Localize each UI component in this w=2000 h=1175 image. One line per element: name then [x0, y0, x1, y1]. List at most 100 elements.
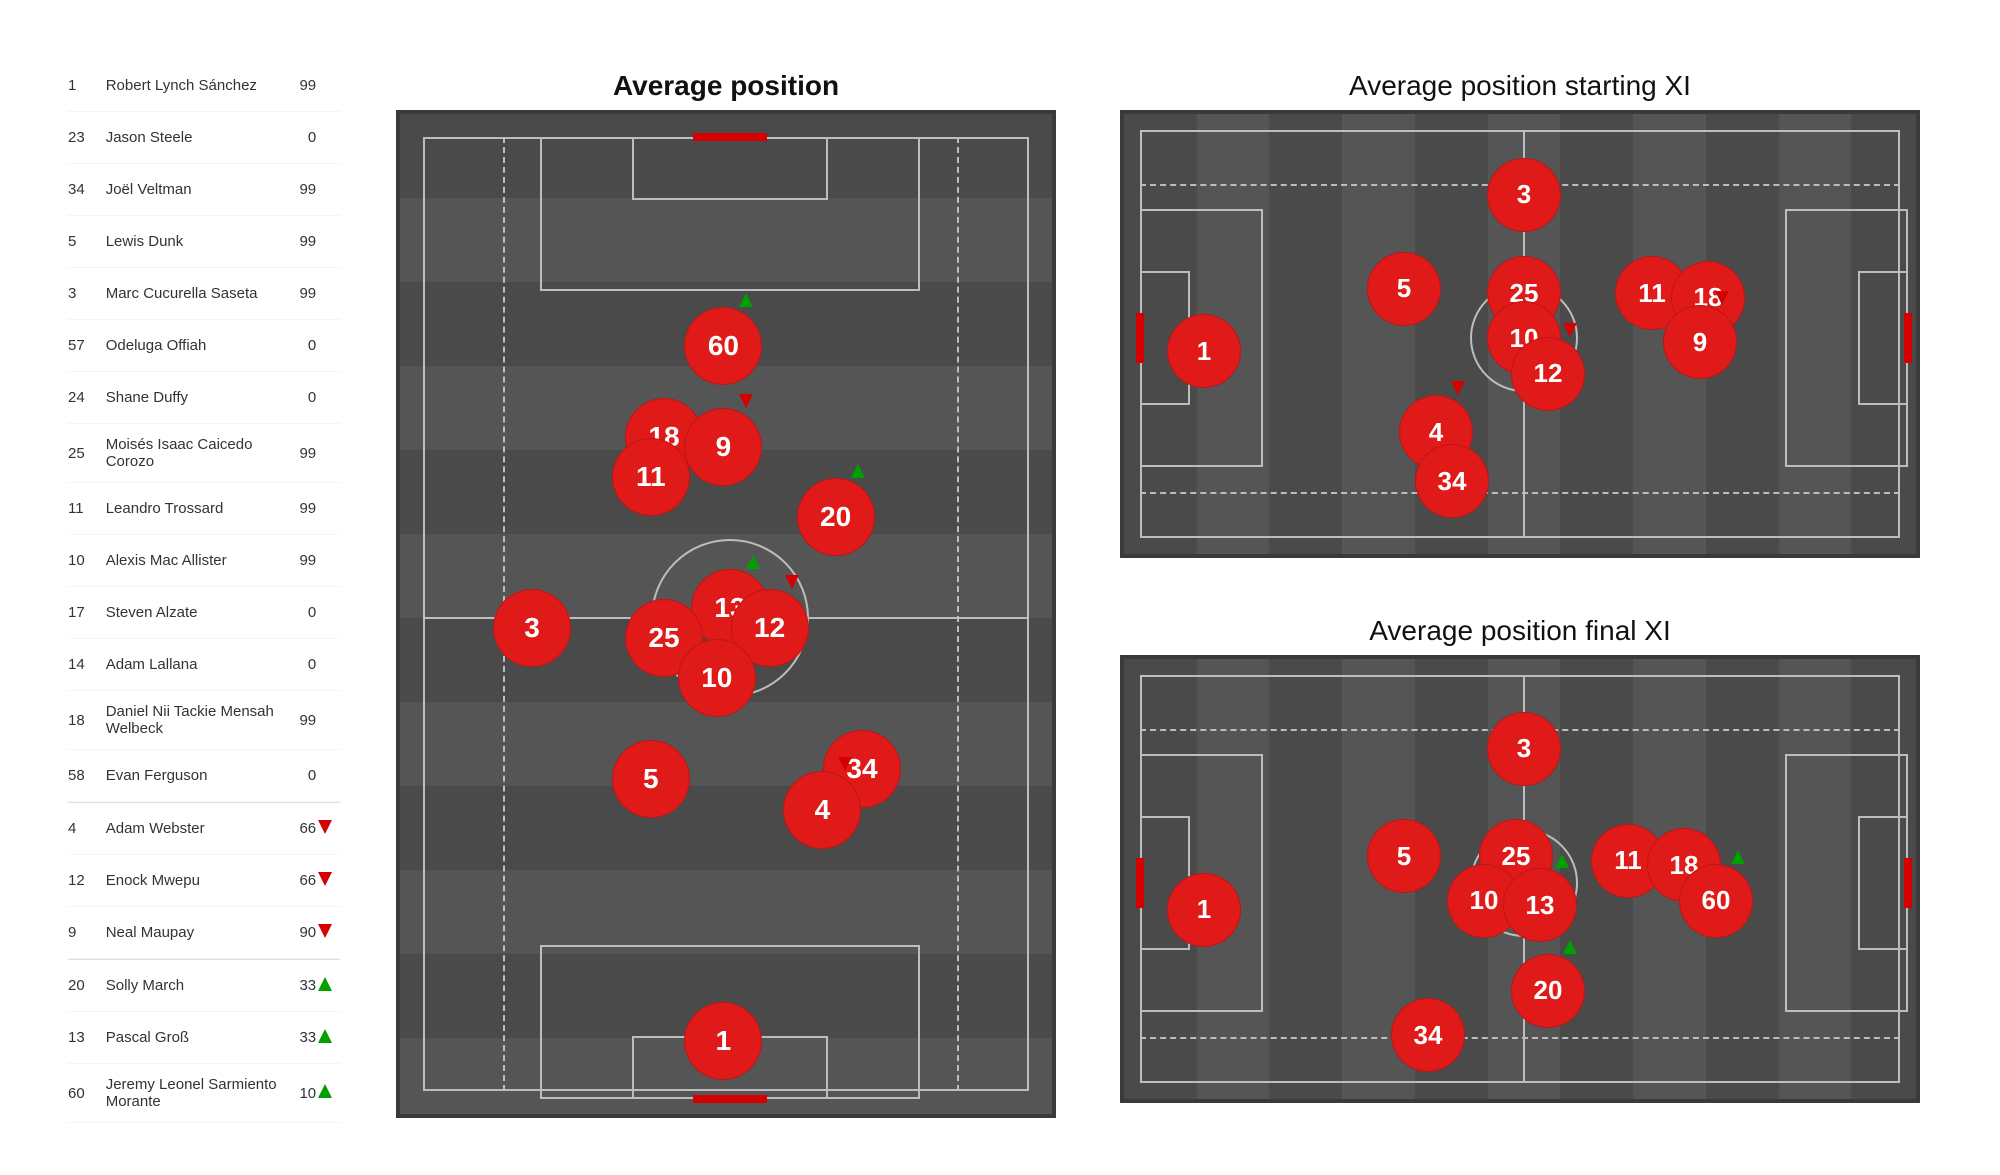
player-dot: 34 — [1415, 444, 1489, 518]
player-row-number: 14 — [68, 656, 106, 673]
player-dot-number: 9 — [716, 431, 732, 463]
player-row-name: Enock Mwepu — [106, 872, 285, 889]
player-row-number: 18 — [68, 712, 106, 729]
player-row-mins: 99 — [284, 552, 316, 569]
arrow-down-icon — [739, 394, 753, 408]
player-row-number: 58 — [68, 767, 106, 784]
player-row-name: Adam Lallana — [106, 656, 285, 673]
player-dot: 20 — [797, 478, 875, 556]
player-dot-number: 4 — [815, 794, 831, 826]
player-row-number: 60 — [68, 1085, 106, 1102]
player-row: 9Neal Maupay90 — [68, 907, 340, 959]
player-row-number: 9 — [68, 924, 106, 941]
player-row: 20Solly March33 — [68, 959, 340, 1012]
main-pitch-wrap: Average position 60189112013123251053441 — [396, 70, 1056, 1118]
player-row-name: Moisés Isaac Caicedo Corozo — [106, 436, 285, 471]
player-row-name: Jeremy Leonel Sarmiento Morante — [106, 1076, 285, 1111]
player-dot: 11 — [612, 438, 690, 516]
player-row-sub-icon — [316, 924, 340, 942]
goal-marker — [1904, 858, 1912, 908]
player-row-name: Marc Cucurella Saseta — [106, 285, 285, 302]
player-dot-number: 60 — [708, 330, 739, 362]
pitch-dashed-line — [1140, 492, 1900, 496]
player-row-number: 23 — [68, 129, 106, 146]
goal-marker — [1136, 313, 1144, 363]
player-row-number: 34 — [68, 181, 106, 198]
goal-marker — [693, 1095, 767, 1103]
player-row-name: Steven Alzate — [106, 604, 285, 621]
player-row-number: 10 — [68, 552, 106, 569]
player-row-number: 4 — [68, 820, 106, 837]
player-dot-number: 12 — [1534, 358, 1563, 389]
player-row-mins: 33 — [284, 1029, 316, 1046]
player-dot-number: 9 — [1693, 327, 1707, 358]
six-yard-right — [1858, 816, 1908, 949]
player-dot: 5 — [1367, 252, 1441, 326]
player-dot-number: 25 — [1502, 841, 1531, 872]
player-dot: 1 — [684, 1002, 762, 1080]
arrow-up-icon — [318, 977, 332, 991]
player-dot-number: 25 — [648, 622, 679, 654]
player-dot: 20 — [1511, 954, 1585, 1028]
player-row-mins: 99 — [284, 233, 316, 250]
player-row-mins: 66 — [284, 872, 316, 889]
player-dot: 9 — [1663, 305, 1737, 379]
player-dot-number: 20 — [820, 501, 851, 533]
player-row-name: Joël Veltman — [106, 181, 285, 198]
player-dot: 3 — [1487, 712, 1561, 786]
player-row-mins: 99 — [284, 500, 316, 517]
player-row-name: Pascal Groß — [106, 1029, 285, 1046]
arrow-up-icon — [1563, 940, 1577, 954]
player-row-mins: 0 — [284, 129, 316, 146]
goal-marker — [1904, 313, 1912, 363]
player-dot-number: 5 — [1397, 841, 1411, 872]
player-row-mins: 0 — [284, 656, 316, 673]
player-dot-number: 3 — [524, 612, 540, 644]
player-row-number: 12 — [68, 872, 106, 889]
player-dot: 1 — [1167, 873, 1241, 947]
player-row-sub-icon — [316, 1084, 340, 1102]
canvas: 1Robert Lynch Sánchez9923Jason Steele034… — [0, 0, 2000, 1175]
player-row-number: 13 — [68, 1029, 106, 1046]
player-row-number: 17 — [68, 604, 106, 621]
player-dot-number: 11 — [1638, 278, 1666, 309]
player-row-number: 3 — [68, 285, 106, 302]
player-row: 5Lewis Dunk99 — [68, 216, 340, 268]
main-pitch: 60189112013123251053441 — [396, 110, 1056, 1118]
arrow-up-icon — [318, 1029, 332, 1043]
pitch-dashed-line — [957, 137, 961, 1091]
player-row-mins: 99 — [284, 712, 316, 729]
player-row: 34Joël Veltman99 — [68, 164, 340, 216]
player-row: 57Odeluga Offiah0 — [68, 320, 340, 372]
arrow-down-icon — [318, 924, 332, 938]
arrow-up-icon — [739, 293, 753, 307]
player-row-mins: 33 — [284, 977, 316, 994]
player-row-name: Alexis Mac Allister — [106, 552, 285, 569]
player-dot: 4 — [783, 771, 861, 849]
player-dot-number: 1 — [1197, 894, 1211, 925]
finalxi-pitch: 3525111810136012034 — [1120, 655, 1920, 1103]
player-dot-number: 13 — [1526, 890, 1555, 921]
player-row-sub-icon — [316, 1029, 340, 1047]
player-row: 12Enock Mwepu66 — [68, 855, 340, 907]
arrow-down-icon — [1451, 381, 1465, 395]
arrow-down-icon — [1715, 291, 1729, 305]
player-row-sub-icon — [316, 872, 340, 890]
player-dot-number: 1 — [716, 1025, 732, 1057]
arrow-up-icon — [746, 555, 760, 569]
player-dot: 10 — [678, 639, 756, 717]
player-list: 1Robert Lynch Sánchez9923Jason Steele034… — [68, 60, 340, 1123]
player-row-number: 20 — [68, 977, 106, 994]
arrow-down-icon — [785, 575, 799, 589]
player-row-number: 1 — [68, 77, 106, 94]
player-row: 24Shane Duffy0 — [68, 372, 340, 424]
player-row: 17Steven Alzate0 — [68, 587, 340, 639]
player-dot-number: 11 — [636, 461, 666, 493]
player-row-name: Odeluga Offiah — [106, 337, 285, 354]
player-row: 13Pascal Groß33 — [68, 1012, 340, 1064]
player-row-mins: 0 — [284, 337, 316, 354]
player-dot: 5 — [1367, 819, 1441, 893]
player-dot-number: 34 — [1438, 466, 1467, 497]
player-row: 60Jeremy Leonel Sarmiento Morante10 — [68, 1064, 340, 1123]
player-row-name: Jason Steele — [106, 129, 285, 146]
